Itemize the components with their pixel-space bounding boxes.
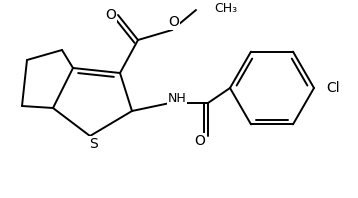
Text: O: O (194, 134, 205, 148)
Text: S: S (89, 137, 97, 151)
Text: NH: NH (168, 91, 187, 105)
Text: CH₃: CH₃ (214, 3, 237, 15)
Text: Cl: Cl (326, 81, 340, 95)
Text: O: O (106, 8, 116, 22)
Text: O: O (169, 15, 179, 29)
